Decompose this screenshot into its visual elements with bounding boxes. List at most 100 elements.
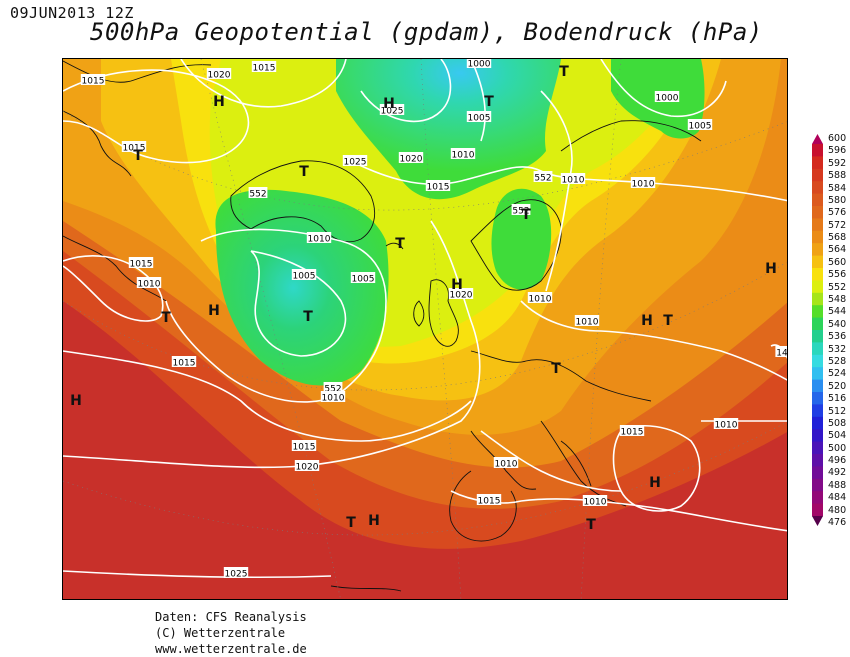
weather-map: 1015 1020 1015 1000 1015 1025 1005 1000 1005 1025… [62, 58, 788, 600]
color-scale-tick-label: 488 [828, 479, 847, 491]
color-scale-tick-label: 576 [828, 207, 847, 219]
date-stamp: 09JUN2013 12Z [10, 4, 134, 22]
isobar-label: 1000 [468, 60, 491, 70]
low-pressure-mark: T [346, 515, 356, 531]
color-scale-swatch [812, 454, 823, 467]
high-pressure-mark: H [641, 313, 653, 329]
isobar-label: 1010 [715, 421, 738, 431]
color-scale: 600 596 592 588 584 580 576 572 568 564 560 556 552 5… [812, 133, 850, 528]
color-scale-swatch [812, 280, 823, 294]
color-scale-tick-label: 480 [828, 504, 847, 516]
color-scale-tick-label: 544 [828, 306, 847, 318]
color-scale-swatch [812, 305, 823, 319]
color-scale-tick-label: 528 [828, 355, 847, 367]
footer-copyright: (C) Wetterzentrale [155, 626, 286, 640]
isobar-label: 1015 [173, 359, 196, 369]
isobar-label-bg [206, 68, 232, 79]
color-scale-swatch [812, 206, 823, 219]
color-scale-swatch [812, 243, 823, 257]
isobar-label-bg [223, 567, 249, 578]
isobar-label-bg [476, 494, 502, 505]
isobar-label: 1015 [253, 64, 276, 74]
color-scale-swatch [812, 379, 823, 393]
isobar-label: 1015 [82, 77, 105, 87]
isobar-label: 1015 [478, 497, 501, 507]
high-pressure-mark: H [451, 277, 463, 293]
low-pressure-mark: T [395, 236, 405, 252]
isobar-label: 1005 [293, 272, 316, 282]
isobar-label-bg [171, 356, 197, 367]
color-scale-swatch [812, 429, 823, 443]
low-pressure-mark: T [299, 164, 309, 180]
isobar-label-bg [450, 148, 476, 159]
isobar-label-bg [128, 257, 154, 268]
isobar-label-bg [248, 187, 268, 198]
isobar-label: 1010 [632, 180, 655, 190]
color-scale-tick-label: 500 [828, 442, 847, 454]
isobar-label: 1020 [208, 71, 231, 81]
isobar-label-bg [466, 111, 492, 122]
isobar-label: 1020 [296, 463, 319, 473]
isobar-label: 1025 [225, 570, 248, 580]
color-scale-swatch [812, 144, 823, 157]
color-scale-swatch [812, 193, 823, 207]
high-pressure-mark: H [765, 261, 777, 277]
isobar-label: 1015 [427, 183, 450, 193]
high-pressure-mark: H [368, 513, 380, 529]
color-scale-tick-label: 536 [828, 331, 847, 343]
color-scale-swatch [812, 330, 823, 343]
isobar-label-bg [466, 59, 492, 68]
color-scale-tick-label: 508 [828, 417, 847, 429]
color-scale-swatch [812, 416, 823, 430]
isobar-label: 1010 [529, 295, 552, 305]
isobar-label: 1010 [495, 460, 518, 470]
isobar-label: 1010 [452, 151, 475, 161]
color-scale-swatch [812, 392, 823, 405]
low-scandinavia [491, 188, 552, 290]
isobar-label-bg [713, 418, 739, 429]
color-scale-swatch [812, 354, 823, 368]
isobar-label-bg [342, 155, 368, 166]
color-scale-tick-label: 520 [828, 380, 847, 392]
color-scale-swatch [812, 181, 823, 195]
low-pressure-mark: T [133, 148, 143, 164]
isobar-label-bg [251, 61, 277, 72]
color-scale-tick-label: 512 [828, 405, 847, 417]
isobar-label: 552 [249, 190, 266, 200]
high-pressure-mark: H [213, 94, 225, 110]
isobar-label-bg [533, 171, 553, 182]
color-scale-tick-label: 580 [828, 194, 847, 206]
low-north-atlantic [215, 189, 389, 386]
color-scale-swatch [812, 168, 823, 182]
color-scale-tick-label: 496 [828, 455, 847, 467]
color-scale-swatch [812, 292, 823, 306]
isobar-label-bg [574, 315, 600, 326]
footer-data-source: Daten: CFS Reanalysis [155, 610, 307, 624]
isobar-label-bg [136, 277, 162, 288]
color-scale-swatch [812, 441, 823, 455]
map-title: 500hPa Geopotential (gpdam), Bodendruck … [90, 18, 763, 46]
isobar-label: 552 [534, 174, 551, 184]
color-scale-tick-label: 592 [828, 157, 847, 169]
isobar-label-bg [582, 495, 608, 506]
isobar-label: 1025 [381, 107, 404, 117]
isobar-label-bg [687, 119, 713, 130]
color-scale-swatch [812, 466, 823, 480]
isobar-label-bg [80, 74, 106, 85]
low-norwegian-sea [336, 59, 561, 200]
color-scale-swatch [812, 503, 823, 517]
isobar-label: 14 [776, 349, 788, 359]
color-scale-swatch [812, 156, 823, 170]
color-scale-swatch [812, 478, 823, 492]
isobar-label-bg [350, 272, 376, 283]
isobar-label-bg [493, 457, 519, 468]
isobar-label: 1000 [656, 94, 679, 104]
color-scale-tick-label: 484 [828, 492, 847, 504]
color-scale-tick-label: 492 [828, 467, 847, 479]
color-scale-tick-label: 572 [828, 219, 847, 231]
color-scale-tick-label: 532 [828, 343, 847, 355]
color-scale-swatch [812, 134, 823, 144]
color-scale-swatch [812, 317, 823, 331]
isobar-label: 1015 [293, 443, 316, 453]
isobar-label-bg [448, 288, 474, 299]
